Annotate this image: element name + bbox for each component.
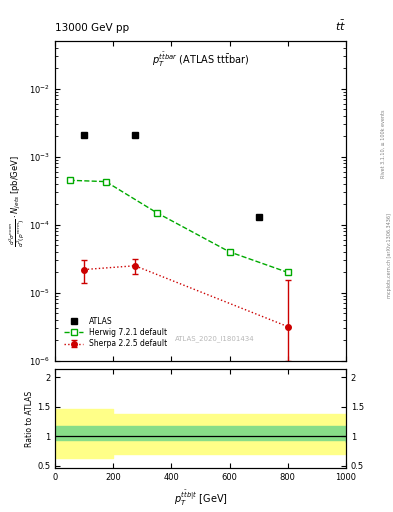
Y-axis label: Ratio to ATLAS: Ratio to ATLAS bbox=[25, 391, 34, 446]
Herwig 7.2.1 default bbox=[285, 269, 290, 275]
Text: mcplots.cern.ch [arXiv:1306.3436]: mcplots.cern.ch [arXiv:1306.3436] bbox=[387, 214, 391, 298]
Y-axis label: $\frac{d^2\sigma^{norm}}{d^2(p^{norm})} \cdot N_{jets}$ [pb/GeV]: $\frac{d^2\sigma^{norm}}{d^2(p^{norm})} … bbox=[7, 155, 26, 247]
X-axis label: $p^{t\bar{t}b|t}_T$ [GeV]: $p^{t\bar{t}b|t}_T$ [GeV] bbox=[173, 488, 228, 508]
Line: Herwig 7.2.1 default: Herwig 7.2.1 default bbox=[66, 177, 291, 276]
Text: Rivet 3.1.10, ≥ 100k events: Rivet 3.1.10, ≥ 100k events bbox=[381, 109, 386, 178]
ATLAS bbox=[82, 132, 86, 138]
Herwig 7.2.1 default bbox=[67, 177, 72, 183]
Legend: ATLAS, Herwig 7.2.1 default, Sherpa 2.2.5 default: ATLAS, Herwig 7.2.1 default, Sherpa 2.2.… bbox=[62, 314, 170, 351]
Text: ATLAS_2020_I1801434: ATLAS_2020_I1801434 bbox=[175, 335, 255, 342]
Text: $p_T^{t\bar{t}bar}$ (ATLAS tt$\bar{\rm{t}}$bar): $p_T^{t\bar{t}bar}$ (ATLAS tt$\bar{\rm{t… bbox=[152, 51, 249, 69]
Herwig 7.2.1 default bbox=[154, 210, 159, 216]
Herwig 7.2.1 default bbox=[104, 179, 108, 185]
Line: ATLAS: ATLAS bbox=[81, 131, 262, 221]
Text: $t\bar{t}$: $t\bar{t}$ bbox=[335, 19, 346, 33]
Herwig 7.2.1 default bbox=[227, 249, 232, 255]
Text: 13000 GeV pp: 13000 GeV pp bbox=[55, 23, 129, 33]
ATLAS bbox=[133, 132, 138, 138]
ATLAS bbox=[256, 214, 261, 220]
